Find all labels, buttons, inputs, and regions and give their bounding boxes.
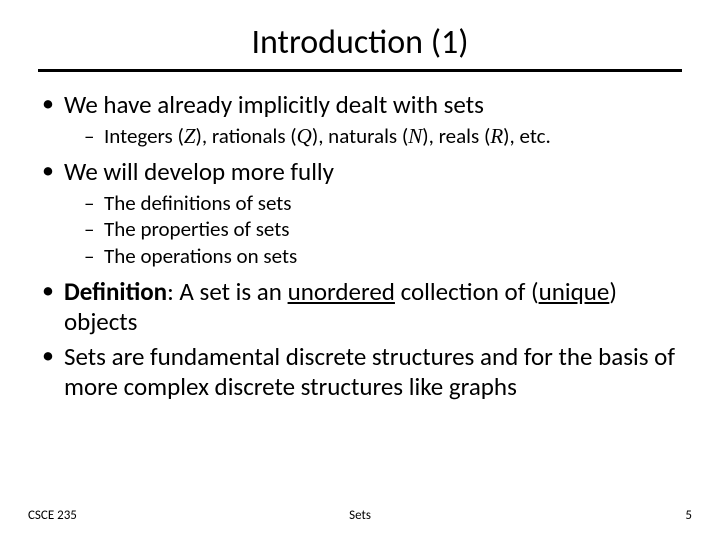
- bullet-2-text: We will develop more fully: [64, 156, 334, 187]
- bullet-2-sub-2: The properties of sets: [84, 217, 682, 243]
- b1s1-mid1: ), rationals (: [196, 123, 297, 149]
- b1s1-pre: Integers (: [104, 123, 184, 149]
- slide-footer: CSCE 235 Sets 5: [0, 508, 720, 526]
- bullet-2-sublist: The definitions of sets The properties o…: [84, 191, 682, 270]
- bullet-1-sub-1: Integers (Z), rationals (Q), naturals (N…: [84, 124, 682, 150]
- slide-title: Introduction (1): [38, 22, 682, 63]
- unordered-word: unordered: [288, 276, 395, 307]
- bullet-4: Sets are fundamental discrete structures…: [38, 342, 682, 401]
- set-symbol-q: Q: [297, 124, 312, 148]
- title-rule: [38, 69, 682, 72]
- b1s1-post: ), etc.: [503, 123, 551, 149]
- bullet-1-text: We have already implicitly dealt with se…: [64, 89, 484, 120]
- bullet-3: Definition: A set is an unordered collec…: [38, 277, 682, 336]
- bullet-2-sub-1: The definitions of sets: [84, 191, 682, 217]
- slide: Introduction (1) We have already implici…: [0, 0, 720, 540]
- unique-word: unique: [539, 276, 610, 307]
- bullet-1: We have already implicitly dealt with se…: [38, 90, 682, 149]
- b1s1-mid3: ), reals (: [422, 123, 490, 149]
- b3-mid2: collection of (: [395, 276, 539, 307]
- set-symbol-r: R: [490, 124, 503, 148]
- bullet-1-sublist: Integers (Z), rationals (Q), naturals (N…: [84, 124, 682, 150]
- set-symbol-n: N: [408, 124, 422, 148]
- bullet-2-sub-3: The operations on sets: [84, 244, 682, 270]
- footer-page-number: 5: [685, 508, 692, 523]
- footer-center: Sets: [0, 508, 720, 523]
- b3-mid1: : A set is an: [167, 276, 288, 307]
- definition-label: Definition: [64, 276, 167, 307]
- set-symbol-z: Z: [184, 124, 196, 148]
- bullet-2: We will develop more fully The definitio…: [38, 157, 682, 269]
- bullet-list: We have already implicitly dealt with se…: [38, 90, 682, 401]
- b1s1-mid2: ), naturals (: [312, 123, 408, 149]
